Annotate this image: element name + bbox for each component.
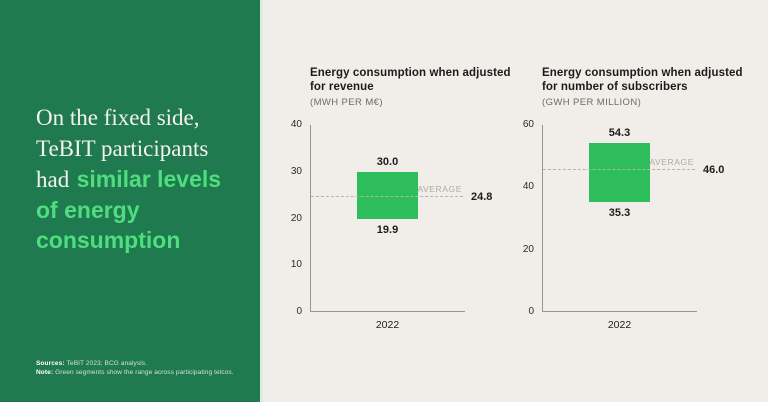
- headline-text-green: of energy: [36, 197, 140, 223]
- headline-line: On the fixed side,: [36, 102, 251, 133]
- average-value-label: 24.8: [471, 191, 493, 204]
- panel-edge-divider: [260, 0, 263, 402]
- plot-area: 54.3 35.3 AVERAGE 46.0 2022 0 20 40 60: [523, 119, 725, 331]
- headline-text-white: TeBIT participants: [36, 136, 209, 161]
- chart-title-line: Energy consumption when adjusted: [310, 67, 511, 79]
- bar-min-value-label: 19.9: [376, 223, 399, 236]
- sources-note: Sources: TeBIT 2023; BCG analysis. Note: G…: [36, 360, 251, 378]
- plot-area: 30.0 19.9 AVERAGE 24.8 2022 0 10 20 30 40: [291, 119, 493, 331]
- y-axis-tick-label: 20: [522, 243, 534, 255]
- average-caption: AVERAGE: [417, 184, 462, 195]
- bar-min-value-label: 35.3: [608, 206, 631, 219]
- average-line: [543, 168, 695, 170]
- chart-title-line: Energy consumption when adjusted: [542, 67, 743, 79]
- headline-line: consumption: [36, 225, 251, 255]
- y-axis-tick-label: 30: [290, 165, 302, 177]
- headline-text-green: consumption: [36, 227, 181, 253]
- range-bar: [589, 142, 650, 202]
- chart-title: Energy consumption when adjusted for rev…: [310, 66, 545, 94]
- x-axis: [310, 311, 465, 312]
- average-line: [311, 196, 463, 198]
- average-value-label: 46.0: [703, 163, 725, 176]
- y-axis: [542, 125, 543, 312]
- sources-label: Sources:: [36, 360, 65, 367]
- headline-line: TeBIT participants: [36, 133, 251, 164]
- average-caption: AVERAGE: [649, 156, 694, 167]
- range-bar: [357, 171, 418, 219]
- y-axis-tick-label: 60: [522, 119, 534, 130]
- y-axis-tick-label: 10: [290, 259, 302, 271]
- left-panel: On the fixed side, TeBIT participants ha…: [0, 0, 260, 402]
- note-text: Green segments show the range across par…: [55, 368, 234, 376]
- x-axis: [542, 311, 697, 312]
- chart-title-line: for revenue: [310, 81, 374, 93]
- chart-energy-per-subscribers: Energy consumption when adjusted for num…: [523, 66, 768, 331]
- y-axis-tick-label: 40: [290, 119, 302, 130]
- bar-max-value-label: 54.3: [608, 126, 631, 139]
- headline-text-green: similar levels: [76, 166, 222, 192]
- x-axis-tick-label: 2022: [375, 319, 400, 331]
- y-axis-tick-label: 0: [528, 306, 534, 317]
- chart-unit-label: (MWH PER M€): [310, 97, 383, 108]
- charts-area: Energy consumption when adjusted for rev…: [263, 0, 768, 402]
- sources-line: Sources: TeBIT 2023; BCG analysis.: [36, 360, 251, 369]
- headline-text-white: had: [36, 167, 70, 192]
- chart-title-line: for number of subscribers: [542, 81, 688, 93]
- y-axis: [310, 125, 311, 312]
- x-axis-tick-label: 2022: [607, 319, 632, 331]
- chart-unit-label: (GWH PER MILLION): [542, 97, 642, 108]
- chart-title: Energy consumption when adjusted for num…: [542, 66, 768, 94]
- y-axis-tick-label: 40: [522, 181, 534, 193]
- headline-line: of energy: [36, 195, 251, 225]
- headline: On the fixed side, TeBIT participants ha…: [36, 102, 251, 255]
- note-line: Note: Green segments show the range acros…: [36, 369, 251, 378]
- sources-text: TeBIT 2023; BCG analysis.: [66, 360, 148, 367]
- note-label: Note:: [36, 368, 54, 376]
- bar-max-value-label: 30.0: [376, 155, 399, 168]
- y-axis-tick-label: 20: [290, 212, 302, 224]
- y-axis-tick-label: 0: [296, 306, 302, 317]
- headline-text-white: On the fixed side,: [36, 105, 200, 130]
- headline-line: had similar levels: [36, 164, 251, 195]
- chart-energy-per-revenue: Energy consumption when adjusted for rev…: [291, 66, 545, 331]
